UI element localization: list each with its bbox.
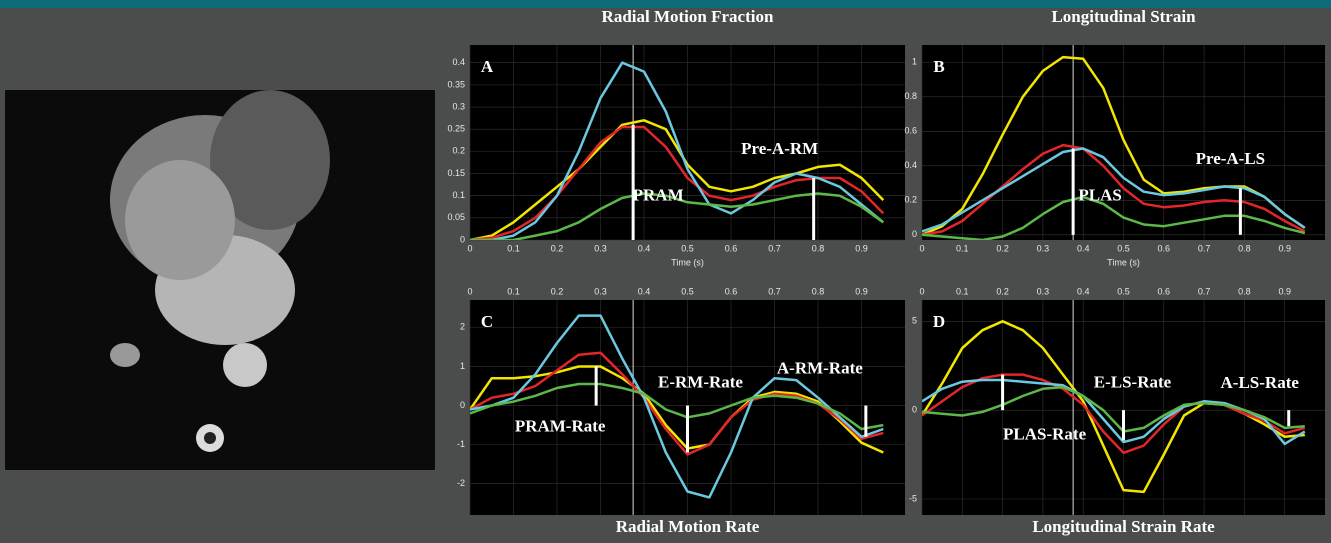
x-tick-label: 0.7 xyxy=(768,286,781,296)
x-tick-label: 0.1 xyxy=(956,286,969,296)
y-tick-label: 1 xyxy=(912,57,917,67)
y-tick-label: 0.1 xyxy=(452,190,465,200)
y-tick-label: 0.8 xyxy=(904,91,917,101)
y-tick-label: -2 xyxy=(457,478,465,488)
x-tick-label: 0.6 xyxy=(1158,243,1171,253)
x-tick-label: 0.1 xyxy=(956,243,969,253)
x-tick-label: 0.8 xyxy=(1238,243,1251,253)
x-tick-label: 0.3 xyxy=(594,243,607,253)
x-tick-label: 0.8 xyxy=(1238,286,1251,296)
x-tick-label: 0.5 xyxy=(681,286,694,296)
marker-label: Pre-A-LS xyxy=(1196,149,1266,168)
series-line xyxy=(470,119,885,240)
panel-label: C xyxy=(481,312,493,331)
x-tick-label: 0 xyxy=(919,286,924,296)
x-tick-label: 0.7 xyxy=(1198,243,1211,253)
x-tick-label: 0.4 xyxy=(1077,243,1090,253)
x-tick-label: 0.3 xyxy=(594,286,607,296)
x-tick-label: 0 xyxy=(467,243,472,253)
x-tick-label: 0.2 xyxy=(551,286,564,296)
x-tick-label: 0.1 xyxy=(507,243,520,253)
x-tick-label: 0.6 xyxy=(725,243,738,253)
series-line xyxy=(922,147,1306,233)
y-tick-label: 0.25 xyxy=(447,124,465,134)
panel-label: B xyxy=(933,57,944,76)
y-tick-label: 0 xyxy=(460,234,465,244)
y-tick-label: 0 xyxy=(912,405,917,415)
y-tick-label: 0.2 xyxy=(452,146,465,156)
x-tick-label: 0.7 xyxy=(768,243,781,253)
marker-label: Pre-A-RM xyxy=(741,139,818,158)
chart-title: Longitudinal Strain xyxy=(1051,7,1196,26)
x-tick-label: 0.2 xyxy=(996,243,1009,253)
x-tick-label: 0 xyxy=(919,243,924,253)
y-tick-label: 0.2 xyxy=(904,195,917,205)
y-tick-label: 2 xyxy=(460,322,465,332)
series-line xyxy=(470,365,884,454)
x-tick-label: 0.3 xyxy=(1037,243,1050,253)
marker-label: A-RM-Rate xyxy=(777,359,863,378)
x-tick-label: 0.4 xyxy=(638,286,651,296)
marker-label: A-LS-Rate xyxy=(1221,373,1300,392)
y-tick-label: 0.4 xyxy=(452,57,465,67)
series-group xyxy=(470,300,884,515)
marker-label: PRAM-Rate xyxy=(515,416,606,435)
x-tick-label: 0.4 xyxy=(638,243,651,253)
y-tick-label: -1 xyxy=(457,439,465,449)
top-bar xyxy=(0,0,1331,8)
chart-title: Longitudinal Strain Rate xyxy=(1032,517,1215,536)
y-tick-label: 0 xyxy=(912,229,917,239)
series-line xyxy=(922,373,1306,455)
marker-label: PLAS xyxy=(1078,185,1121,204)
chart-title: Radial Motion Rate xyxy=(616,517,760,536)
panel-label: D xyxy=(933,312,945,331)
y-tick-label: 0 xyxy=(460,400,465,410)
chart-title: Radial Motion Fraction xyxy=(602,7,774,26)
panel-label: A xyxy=(481,57,494,76)
y-tick-label: 0.3 xyxy=(452,101,465,111)
series-line xyxy=(470,61,885,240)
x-tick-label: 0.8 xyxy=(812,243,825,253)
x-tick-label: 0.4 xyxy=(1077,286,1090,296)
series-line xyxy=(922,55,1306,236)
x-tick-label: 0.2 xyxy=(551,243,564,253)
x-tick-label: 0.2 xyxy=(996,286,1009,296)
marker-label: E-RM-Rate xyxy=(658,372,743,391)
x-tick-label: 0.9 xyxy=(1278,243,1291,253)
x-tick-label: 0.6 xyxy=(725,286,738,296)
y-tick-label: 0.4 xyxy=(904,160,917,170)
x-tick-label: 0.5 xyxy=(681,243,694,253)
x-tick-label: 0.9 xyxy=(1278,286,1291,296)
x-tick-label: 0.5 xyxy=(1117,286,1130,296)
marker-label: E-LS-Rate xyxy=(1094,372,1172,391)
series-line xyxy=(922,385,1305,433)
x-tick-label: 0.1 xyxy=(507,286,520,296)
marker-label: PRAM xyxy=(633,186,684,205)
x-tick-label: 0.9 xyxy=(855,243,868,253)
x-axis-label: Time (s) xyxy=(1107,257,1140,267)
marker-label: PLAS-Rate xyxy=(1003,425,1087,444)
y-tick-label: 0.15 xyxy=(447,168,465,178)
x-tick-label: 0.5 xyxy=(1117,243,1130,253)
series-line xyxy=(470,382,884,431)
x-axis-label: Time (s) xyxy=(671,257,704,267)
y-tick-label: 5 xyxy=(912,316,917,326)
x-tick-label: 0.7 xyxy=(1198,286,1211,296)
y-tick-label: 0.05 xyxy=(447,212,465,222)
x-tick-label: 0.8 xyxy=(812,286,825,296)
y-tick-label: -5 xyxy=(909,493,917,503)
series-line xyxy=(470,314,884,499)
x-tick-label: 0.3 xyxy=(1037,286,1050,296)
x-tick-label: 0.6 xyxy=(1158,286,1171,296)
x-tick-label: 0.9 xyxy=(855,286,868,296)
series-group xyxy=(922,300,1306,515)
mri-image xyxy=(5,90,435,470)
y-tick-label: 1 xyxy=(460,361,465,371)
y-tick-label: 0.35 xyxy=(447,79,465,89)
y-tick-label: 0.6 xyxy=(904,126,917,136)
x-tick-label: 0 xyxy=(467,286,472,296)
